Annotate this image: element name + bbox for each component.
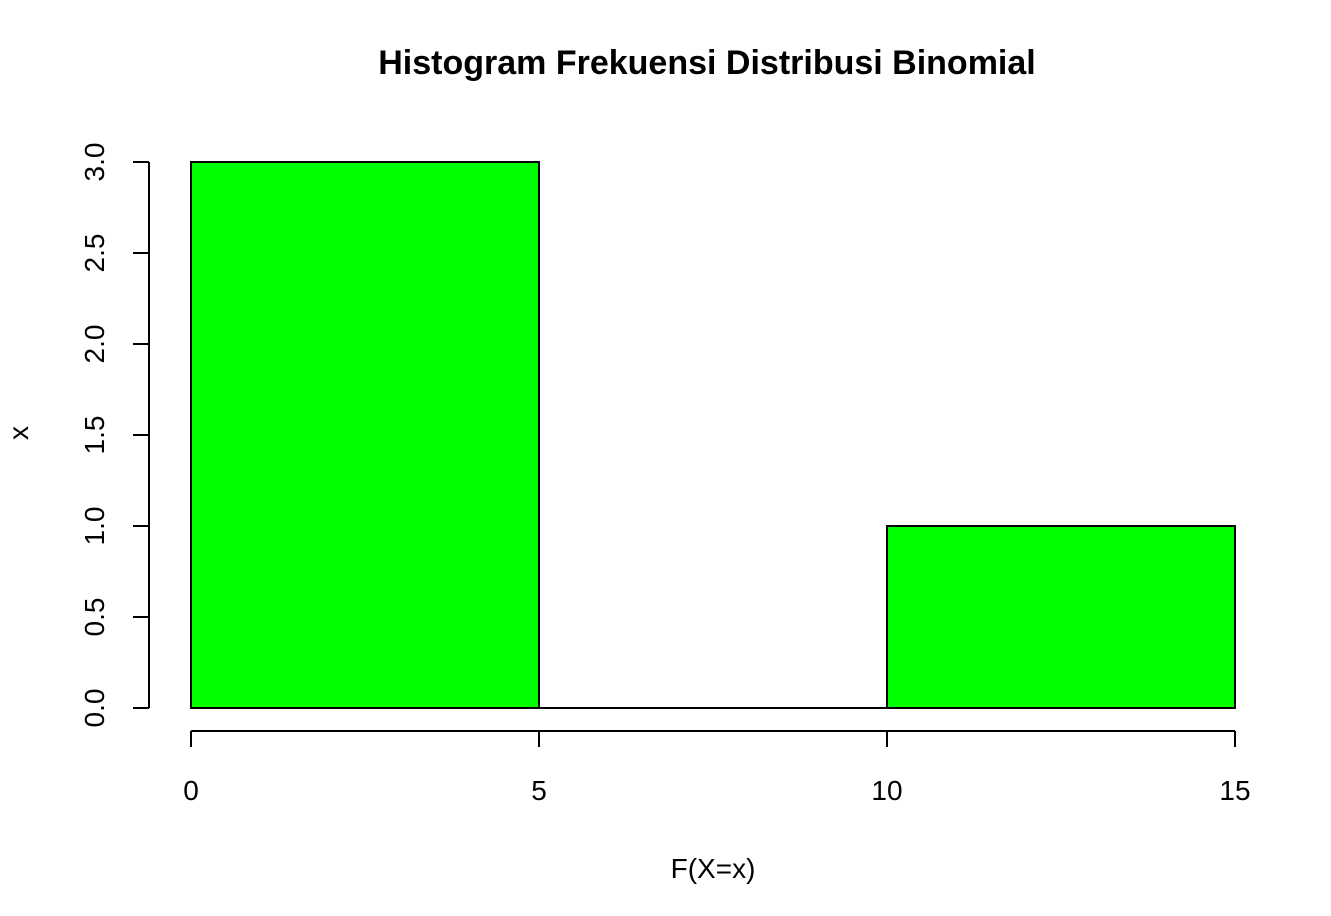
y-axis: 0.0 0.5 1.0 1.5 2.0 2.5 3.0 (79, 143, 150, 728)
y-tick-label-2.5: 2.5 (79, 234, 110, 273)
x-axis-label: F(X=x) (671, 853, 756, 884)
y-tick-label-1.0: 1.0 (79, 507, 110, 546)
y-tick-label-2.0: 2.0 (79, 325, 110, 364)
x-tick-label-5: 5 (531, 775, 547, 806)
y-tick-label-0.5: 0.5 (79, 598, 110, 637)
bars-group (190, 161, 1236, 709)
chart-title: Histogram Frekuensi Distribusi Binomial (378, 44, 1035, 82)
y-tick-label-0.0: 0.0 (79, 689, 110, 728)
histogram-bar-0-5 (190, 161, 540, 709)
y-tick-label-1.5: 1.5 (79, 416, 110, 455)
x-tick-label-0: 0 (183, 775, 199, 806)
histogram-bar-10-15 (886, 525, 1236, 709)
x-tick-label-10: 10 (871, 775, 902, 806)
y-axis-label: x (3, 426, 34, 440)
x-tick-label-15: 15 (1219, 775, 1250, 806)
x-axis: 0 5 10 15 (183, 730, 1251, 806)
y-tick-label-3.0: 3.0 (79, 143, 110, 182)
